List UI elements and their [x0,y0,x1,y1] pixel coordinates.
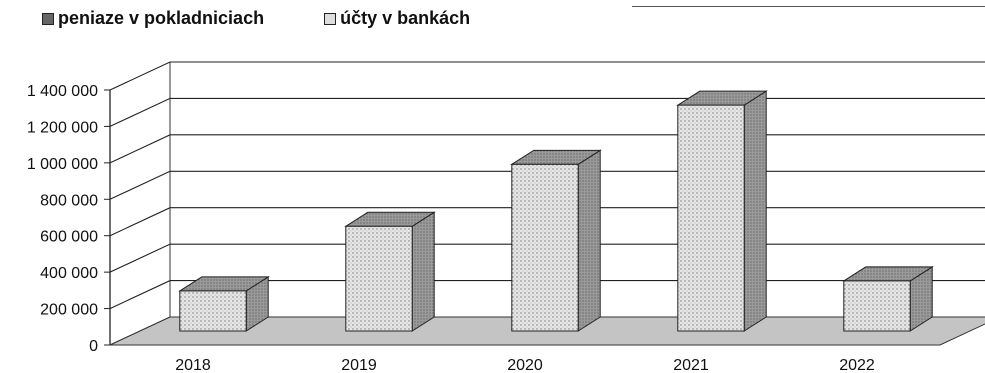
y-tick-label: 0 [89,338,98,355]
y-tick-label: 1 200 000 [27,119,98,136]
x-tick-label: 2022 [839,357,875,373]
legend-item-cash: peniaze v pokladniciach [42,8,264,29]
bar-side [411,211,435,332]
bar [510,149,602,332]
bar-face [345,225,413,332]
y-tick-label: 1 000 000 [27,156,98,173]
y-tick-label: 1 400 000 [27,83,98,100]
x-tick-label: 2021 [673,357,709,373]
y-tick-label: 400 000 [40,265,98,282]
bar-side [743,90,767,332]
legend-swatch-cash [42,12,54,25]
bar [842,265,934,332]
bar-face [511,163,579,332]
bar-side [577,149,601,332]
bar-face [179,290,247,332]
top-rule [632,6,985,7]
gridline [109,61,985,91]
bar-face [843,280,911,332]
y-tick-label: 200 000 [40,302,98,319]
y-tick-label: 800 000 [40,192,98,209]
legend-item-bank: účty v bankách [324,8,470,29]
x-tick-label: 2019 [341,357,377,373]
chart-legend: peniaze v pokladniciach účty v bankách [42,8,470,29]
x-tick-label: 2018 [175,357,211,373]
bar [178,276,270,332]
bar [676,90,768,332]
x-tick-label: 2020 [507,357,543,373]
bar-face [677,104,745,332]
legend-swatch-bank [324,12,337,25]
legend-label-bank: účty v bankách [340,8,471,28]
y-tick-label: 600 000 [40,229,98,246]
bar [344,211,436,332]
legend-label-cash: peniaze v pokladniciach [58,8,265,28]
